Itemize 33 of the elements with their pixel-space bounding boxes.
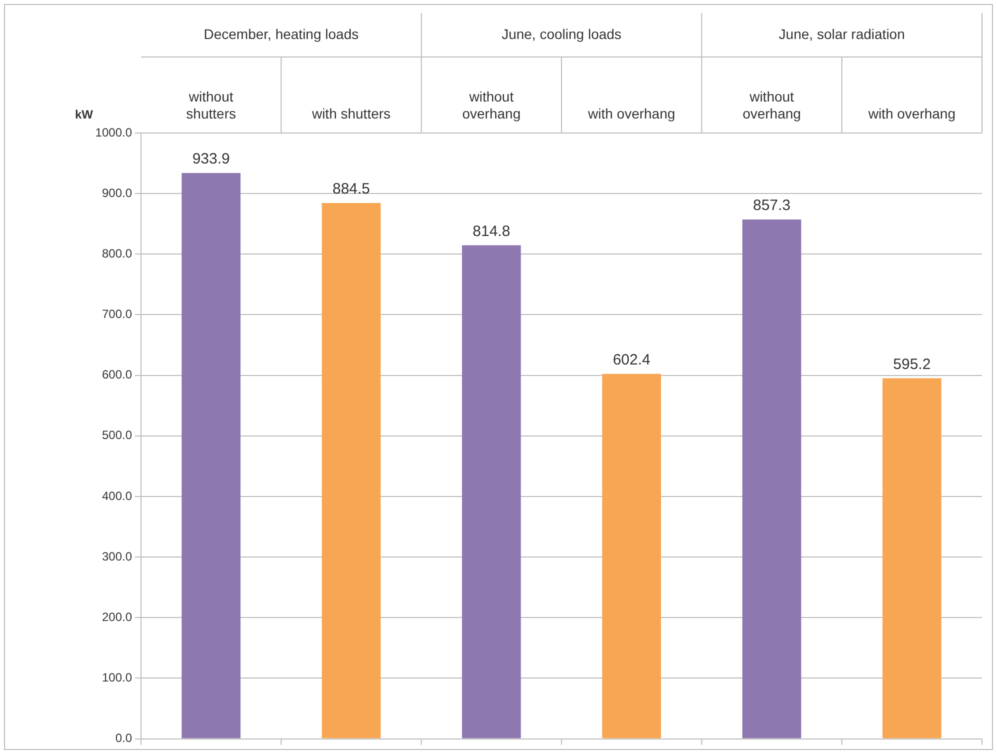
data-label: 814.8	[472, 222, 510, 240]
x-tick-label: without overhang	[462, 88, 521, 122]
text: June, solar radiation	[778, 26, 905, 42]
y-tick-label: 0.0	[115, 731, 132, 746]
y-tick-label: 900.0	[102, 186, 132, 200]
bar	[602, 374, 662, 738]
y-tick-label: 400.0	[102, 488, 132, 503]
bar	[462, 245, 521, 738]
data-label: 857.3	[752, 197, 791, 214]
data-label: 933.9	[192, 150, 230, 168]
y-tick-label: 1000.0	[95, 125, 132, 140]
data-label: 602.4	[612, 352, 650, 369]
text: June, cooling loads	[502, 26, 622, 42]
bar	[182, 173, 241, 738]
y-tick-label: 500.0	[102, 428, 132, 442]
y-tick-label: 700.0	[102, 307, 132, 322]
bar	[742, 219, 802, 738]
data-label: 595.2	[893, 356, 931, 373]
bar	[882, 378, 942, 738]
y-tick-label: 300.0	[102, 549, 132, 564]
y-tick-label: 100.0	[102, 670, 132, 685]
text: December, heating loads	[204, 26, 359, 42]
x-tick-label: with overhang	[867, 105, 956, 122]
x-tick-label: without overhang	[742, 88, 801, 122]
data-label: 884.5	[332, 180, 370, 198]
bar	[322, 202, 381, 738]
y-axis-title: kW	[75, 107, 94, 122]
x-tick-label: with overhang	[586, 105, 676, 122]
x-tick-label: with shutters	[310, 105, 391, 122]
x-tick-label: without shutters	[186, 88, 236, 122]
y-tick-label: 800.0	[102, 246, 132, 260]
y-tick-label: 600.0	[102, 368, 132, 382]
y-tick-label: 200.0	[102, 610, 132, 624]
